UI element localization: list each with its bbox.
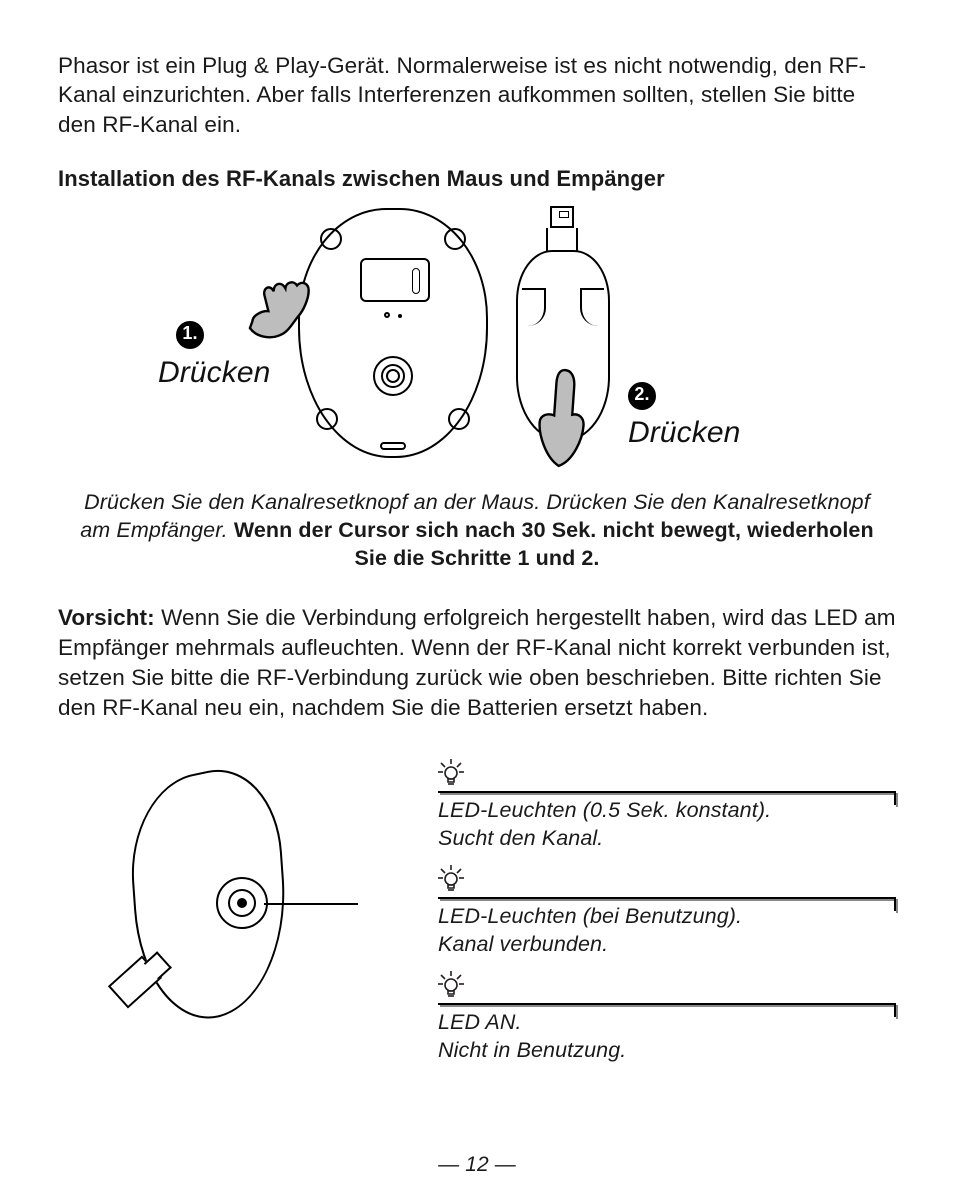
step-1-marker: 1.	[176, 321, 204, 349]
mouse-illustration	[298, 208, 488, 458]
bulb-icon	[438, 759, 464, 787]
bulb-icon	[438, 971, 464, 999]
press-hand-icon	[530, 364, 593, 472]
intro-paragraph: Phasor ist ein Plug & Play-Gerät. Normal…	[58, 51, 896, 140]
led-state-1-line2: Sucht den Kanal.	[438, 825, 896, 853]
led-state-1: LED-Leuchten (0.5 Sek. konstant). Sucht …	[438, 759, 896, 853]
led-state-2-line2: Kanal verbunden.	[438, 931, 896, 959]
rf-pairing-diagram: 1. Drücken 2. Drücken	[58, 206, 896, 486]
led-state-2-line1: LED-Leuchten (bei Benutzung).	[438, 903, 896, 931]
diagram-caption: Drücken Sie den Kanalresetknopf an der M…	[58, 488, 896, 573]
led-state-3-line1: LED AN.	[438, 1009, 896, 1037]
caption-warning: Wenn der Cursor sich nach 30 Sek. nicht …	[234, 518, 874, 570]
caution-label: Vorsicht:	[58, 605, 155, 630]
caution-paragraph: Vorsicht: Wenn Sie die Verbindung erfolg…	[58, 603, 896, 724]
led-state-3: LED AN. Nicht in Benutzung.	[438, 971, 896, 1065]
page-number: — 12 —	[0, 1153, 954, 1177]
led-status-legend: LED-Leuchten (0.5 Sek. konstant). Sucht …	[438, 757, 896, 1077]
led-state-3-line2: Nicht in Benutzung.	[438, 1037, 896, 1065]
caution-text: Wenn Sie die Verbindung erfolgreich herg…	[58, 605, 896, 720]
step-2-marker: 2.	[628, 382, 656, 410]
receiver-led-illustration	[58, 757, 398, 1057]
step-2-label: Drücken	[628, 416, 740, 450]
bulb-icon	[438, 865, 464, 893]
step-1-label: Drücken	[158, 356, 270, 390]
led-state-1-line1: LED-Leuchten (0.5 Sek. konstant).	[438, 797, 896, 825]
led-state-2: LED-Leuchten (bei Benutzung). Kanal verb…	[438, 865, 896, 959]
section-heading: Installation des RF-Kanals zwischen Maus…	[58, 166, 896, 192]
